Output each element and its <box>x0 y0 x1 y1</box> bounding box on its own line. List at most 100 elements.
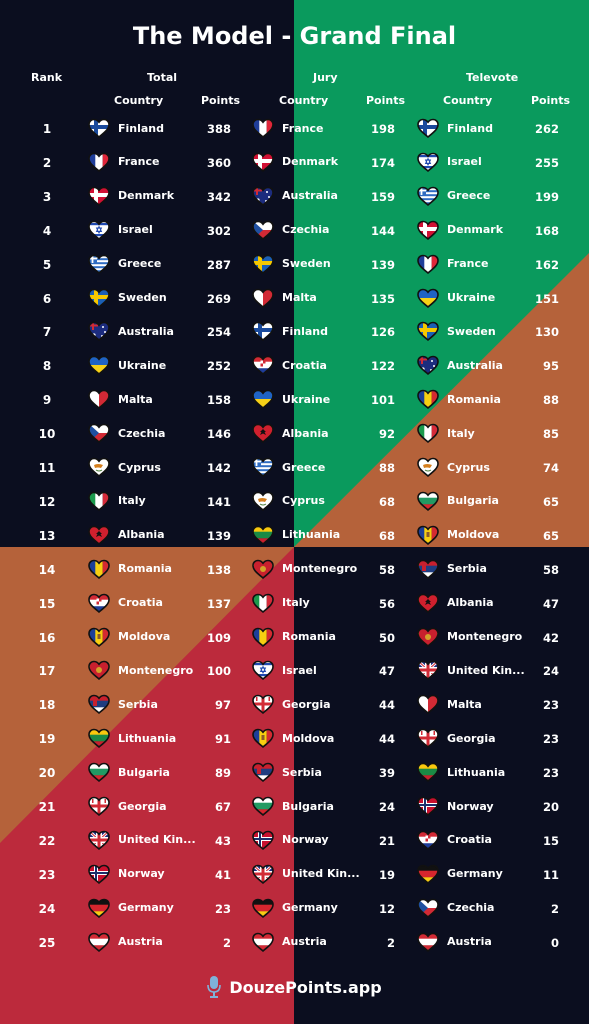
tele-points: 130 <box>534 325 559 340</box>
tele-points: 24 <box>542 664 559 679</box>
tele-country-name: Greece <box>447 189 491 203</box>
cyprus-flag-icon <box>88 457 110 477</box>
total-row-20: Bulgaria <box>88 760 170 784</box>
croatia-flag-icon <box>417 830 439 850</box>
tele-country-name: Austria <box>447 935 492 949</box>
total-country-name: Sweden <box>118 291 167 304</box>
total-points: 138 <box>206 562 231 577</box>
sweden-flag-icon <box>417 322 439 342</box>
total-row-16: Moldova <box>88 625 170 649</box>
tele-country-name: Moldova <box>447 528 500 542</box>
total-row-24: Germany <box>88 896 174 920</box>
serbia-flag-icon <box>88 694 110 715</box>
jury-country-name: Moldova <box>282 731 335 745</box>
austria-flag-icon <box>417 932 439 952</box>
jury-country-name: Czechia <box>282 223 330 237</box>
tele-country-name: France <box>447 257 489 271</box>
jury-row-8: Croatia <box>252 353 327 377</box>
germany-flag-icon <box>417 864 439 884</box>
jury-row-15: Italy <box>252 591 310 615</box>
jury-row-3: Australia <box>252 184 338 208</box>
jury-points: 198 <box>370 122 395 136</box>
total-points: 137 <box>206 596 231 611</box>
total-points: 252 <box>206 359 231 374</box>
total-country-name: Bulgaria <box>118 765 170 779</box>
greece-flag-icon <box>88 254 110 274</box>
total-points: 23 <box>214 901 231 916</box>
tele-country-name: Lithuania <box>447 765 506 779</box>
total-country-name: Greece <box>118 257 162 271</box>
jury-country-name: Malta <box>282 291 317 304</box>
tele-country-name: Georgia <box>447 731 496 745</box>
total-row-12: Italy <box>88 489 146 513</box>
jury-country-name: Italy <box>282 596 310 610</box>
total-points: 360 <box>206 155 231 170</box>
footer-brand: DouzePoints.app <box>0 976 589 998</box>
total-row-13: Albania <box>88 523 165 547</box>
total-row-23: Norway <box>88 862 165 886</box>
total-points: 342 <box>206 189 231 204</box>
header-total-points: Points <box>201 94 241 107</box>
total-country-name: Albania <box>118 528 165 542</box>
tele-points: 47 <box>542 596 559 611</box>
france-flag-icon <box>88 152 110 172</box>
total-points: 43 <box>214 833 231 848</box>
total-row-1: Finland <box>88 116 164 140</box>
tele-points: 262 <box>534 122 559 136</box>
tele-points: 95 <box>542 359 559 374</box>
tele-points: 2 <box>550 901 559 916</box>
lithuania-flag-icon <box>417 762 439 783</box>
denmark-flag-icon <box>252 152 274 172</box>
tele-row-4: Denmark <box>417 218 503 242</box>
tele-country-name: Italy <box>447 426 475 440</box>
jury-country-name: Australia <box>282 189 338 203</box>
jury-points: 144 <box>370 223 395 238</box>
jury-row-9: Ukraine <box>252 387 330 411</box>
tele-row-13: Moldova <box>417 523 499 547</box>
tele-row-8: Australia <box>417 353 503 377</box>
jury-points: 88 <box>378 461 395 475</box>
tele-country-name: Israel <box>447 155 482 169</box>
croatia-flag-icon <box>252 355 274 376</box>
romania-flag-icon <box>252 627 274 647</box>
tele-country-name: Malta <box>447 697 482 711</box>
tele-row-17: United Kin... <box>417 658 525 682</box>
total-row-17: Montenegro <box>88 658 193 682</box>
total-country-name: Ukraine <box>118 358 167 372</box>
tele-country-name: Finland <box>447 121 494 135</box>
total-row-7: Australia <box>88 319 174 343</box>
total-row-3: Denmark <box>88 184 174 208</box>
total-points: 41 <box>214 867 231 882</box>
total-row-5: Greece <box>88 252 161 276</box>
tele-country-name: Romania <box>447 392 501 406</box>
united-kin-flag-icon <box>88 830 110 850</box>
malta-flag-icon <box>252 288 274 308</box>
ukraine-flag-icon <box>88 355 110 376</box>
romania-flag-icon <box>88 559 110 579</box>
tele-points: 88 <box>542 393 559 408</box>
tele-points: 199 <box>534 189 559 204</box>
jury-points: 39 <box>378 766 395 781</box>
total-points: 97 <box>214 698 231 713</box>
total-country-name: Croatia <box>118 596 163 610</box>
jury-country-name: Sweden <box>282 257 331 271</box>
total-row-14: Romania <box>88 557 172 581</box>
total-points: 141 <box>206 494 231 509</box>
rank-18: 18 <box>38 698 56 713</box>
jury-row-16: Romania <box>252 625 336 649</box>
rank-20: 20 <box>38 766 56 781</box>
tele-row-14: Serbia <box>417 557 487 581</box>
jury-country-name: Serbia <box>282 765 322 779</box>
tele-points: 23 <box>542 766 559 781</box>
germany-flag-icon <box>252 898 274 918</box>
bulgaria-flag-icon <box>88 762 110 783</box>
rank-4: 4 <box>42 223 52 238</box>
jury-points: 2 <box>386 935 395 950</box>
tele-points: 58 <box>542 562 559 577</box>
moldova-flag-icon <box>88 627 110 647</box>
jury-row-25: Austria <box>252 930 327 954</box>
jury-country-name: Albania <box>282 426 329 440</box>
total-country-name: Serbia <box>118 697 158 711</box>
